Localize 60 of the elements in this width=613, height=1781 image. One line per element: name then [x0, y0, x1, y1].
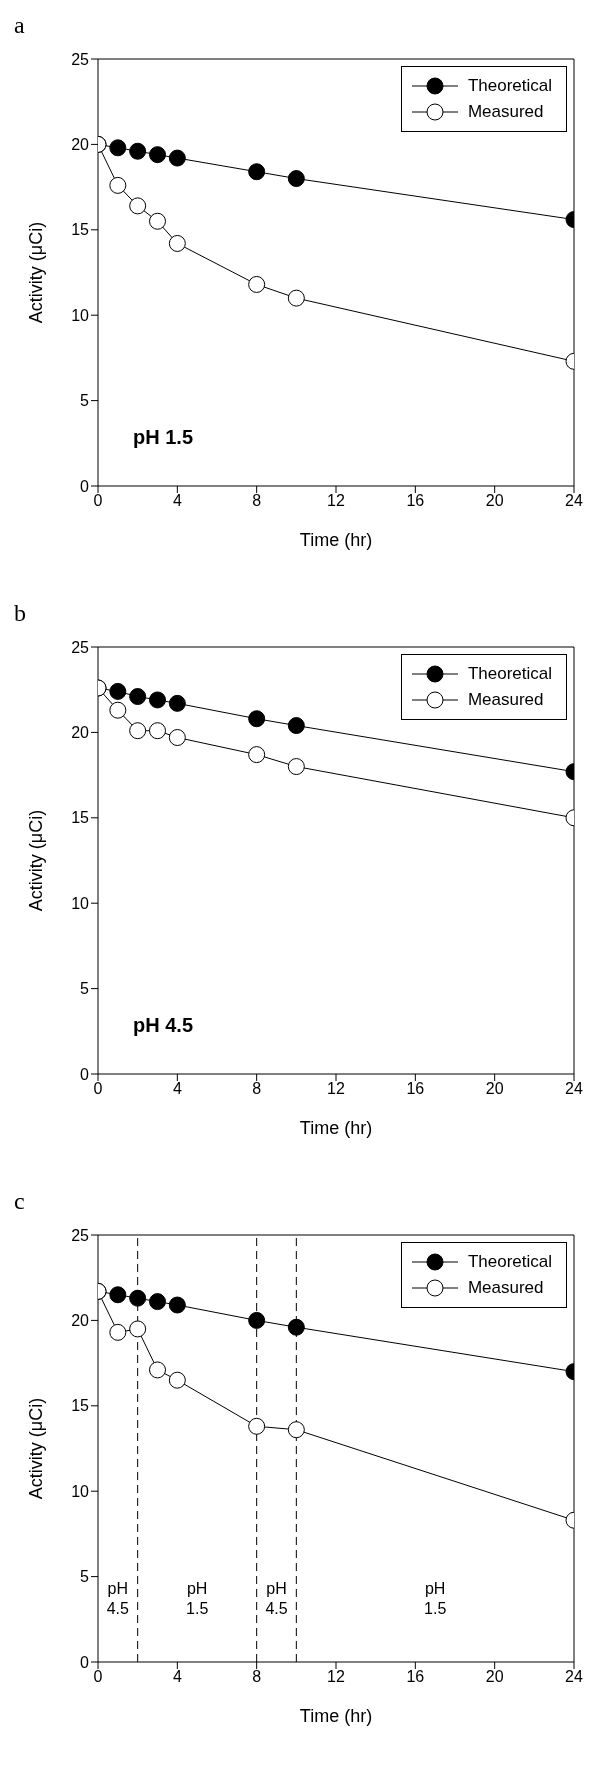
x-tick-label: 12 [327, 1668, 345, 1686]
x-tick-label: 4 [172, 1668, 182, 1686]
x-tick-label: 8 [252, 1668, 262, 1686]
x-tick-label: 16 [406, 1080, 425, 1098]
legend-label: Theoretical [467, 664, 552, 684]
x-tick-label: 0 [93, 1668, 103, 1686]
y-tick-label: 5 [80, 1568, 90, 1586]
y-tick-label: 25 [71, 50, 90, 68]
x-axis-title: Time (hr) [299, 1118, 373, 1138]
legend-label: Measured [467, 102, 544, 122]
x-tick-label: 12 [327, 492, 345, 510]
y-axis-title: Activity (μCi) [26, 221, 47, 324]
annotation: pH 4.5 [265, 1579, 288, 1617]
y-tick-label: 5 [80, 980, 90, 998]
y-tick-label: 20 [71, 136, 90, 154]
x-tick-label: 4 [172, 492, 182, 510]
y-tick-label: 25 [71, 1226, 90, 1244]
y-tick-label: 10 [71, 306, 90, 324]
annotation: pH 4.5 [106, 1579, 130, 1617]
x-tick-label: 4 [172, 1080, 182, 1098]
x-tick-label: 24 [565, 1080, 583, 1098]
x-tick-label: 20 [485, 1080, 504, 1098]
legend-label: Measured [467, 1278, 544, 1298]
y-tick-label: 15 [71, 221, 90, 239]
annotation: pH 1.5 [424, 1579, 447, 1617]
y-tick-label: 0 [80, 477, 90, 495]
y-tick-label: 15 [71, 809, 90, 827]
x-axis-title: Time (hr) [299, 1706, 373, 1726]
x-tick-label: 24 [565, 492, 583, 510]
y-tick-label: 20 [71, 724, 90, 742]
annotation: pH 1.5 [186, 1579, 209, 1617]
x-tick-label: 16 [406, 492, 425, 510]
annotation: pH 1.5 [133, 426, 194, 449]
x-tick-label: 24 [565, 1668, 583, 1686]
x-tick-label: 20 [485, 1668, 504, 1686]
x-tick-label: 12 [327, 1080, 345, 1098]
x-tick-label: 8 [252, 492, 262, 510]
y-tick-label: 0 [80, 1653, 90, 1671]
chart-title: b [14, 600, 26, 627]
y-axis-title: Activity (μCi) [26, 809, 47, 912]
x-tick-label: 20 [485, 492, 504, 510]
y-tick-label: 10 [71, 1482, 90, 1500]
y-tick-label: 5 [80, 392, 90, 410]
x-tick-label: 0 [93, 1080, 103, 1098]
y-tick-label: 0 [80, 1065, 90, 1083]
y-axis-title: Activity (μCi) [26, 1397, 47, 1500]
legend-label: Theoretical [467, 1252, 552, 1272]
y-tick-label: 10 [71, 894, 90, 912]
y-tick-label: 15 [71, 1397, 90, 1415]
x-tick-label: 16 [406, 1668, 425, 1686]
chart-title: c [14, 1188, 25, 1215]
y-tick-label: 25 [71, 638, 90, 656]
y-tick-label: 20 [71, 1312, 90, 1330]
x-tick-label: 0 [93, 492, 103, 510]
x-axis-title: Time (hr) [299, 530, 373, 550]
x-tick-label: 8 [252, 1080, 262, 1098]
legend-label: Theoretical [467, 76, 552, 96]
chart-title: a [14, 12, 25, 39]
legend-label: Measured [467, 690, 544, 710]
annotation: pH 4.5 [133, 1014, 194, 1037]
